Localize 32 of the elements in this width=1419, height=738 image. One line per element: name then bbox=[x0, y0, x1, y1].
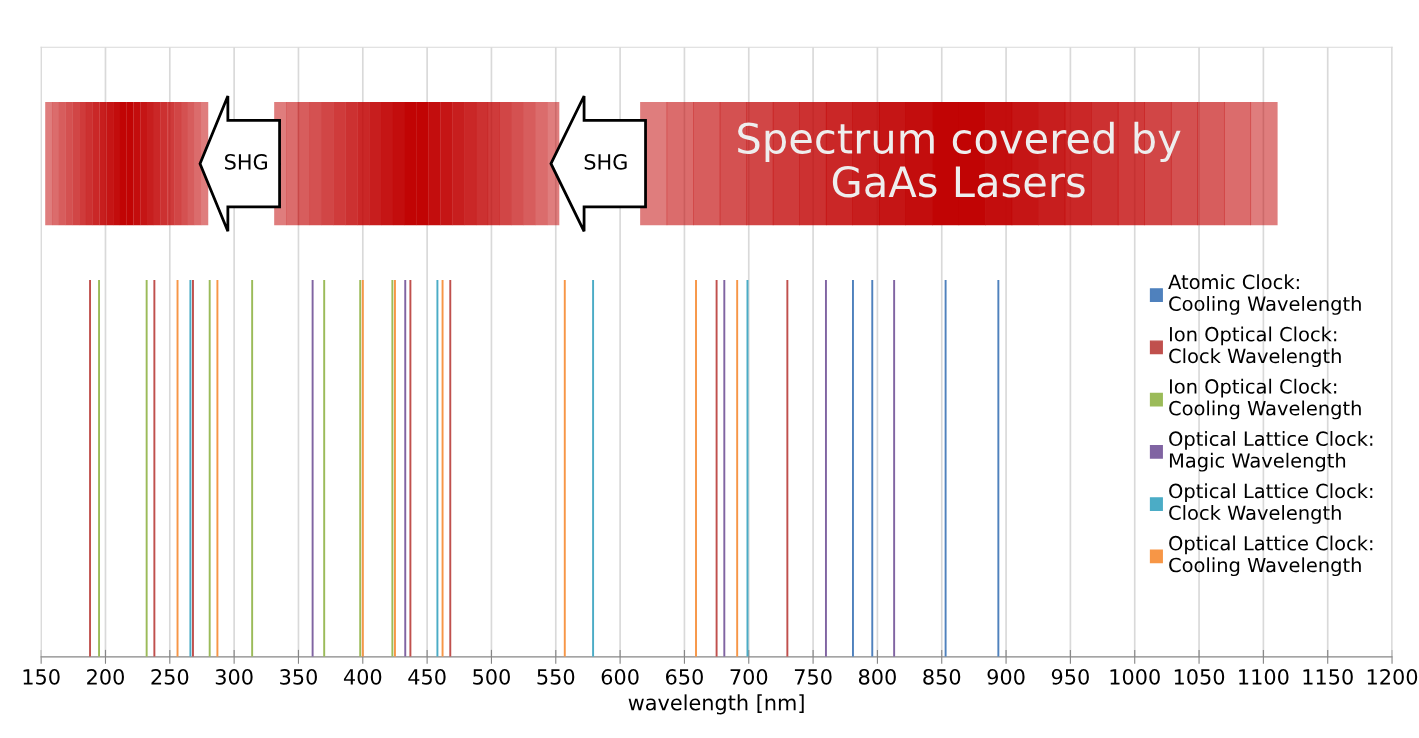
x-tick-label: 500 bbox=[473, 668, 510, 685]
x-tick-label: 650 bbox=[666, 668, 703, 685]
x-tick-label: 1100 bbox=[1239, 668, 1289, 685]
x-tick-label: 750 bbox=[794, 668, 832, 685]
x-tick-label: 1050 bbox=[1174, 668, 1225, 685]
x-tick-label: 250 bbox=[151, 668, 189, 685]
x-tick-label: 900 bbox=[987, 668, 1025, 685]
text: SHG bbox=[225, 153, 267, 170]
x-tick-label: 150 bbox=[23, 668, 60, 685]
x-axis-title: wavelength [nm] bbox=[628, 694, 804, 715]
x-tick-label: 450 bbox=[408, 668, 446, 685]
text: SHG bbox=[584, 153, 627, 170]
x-tick-label: 950 bbox=[1051, 668, 1089, 685]
text: Spectrum covered by GaAs Lasers bbox=[738, 121, 1181, 198]
x-tick-label: 1000 bbox=[1110, 668, 1160, 685]
legend-label: Optical Lattice Clock: Cooling Wavelength bbox=[1169, 535, 1373, 577]
x-tick-label: 400 bbox=[343, 668, 382, 685]
x-tick-label: 1200 bbox=[1367, 668, 1418, 685]
x-tick-label: 800 bbox=[858, 668, 896, 685]
x-tick-label: 300 bbox=[215, 668, 253, 685]
legend-label: Ion Optical Clock: Clock Wavelength bbox=[1169, 326, 1341, 368]
x-tick-label: 850 bbox=[923, 668, 961, 685]
legend-label: Optical Lattice Clock: Clock Wavelength bbox=[1169, 483, 1373, 524]
x-tick-label: 350 bbox=[280, 668, 317, 685]
x-tick-label: 550 bbox=[537, 668, 575, 685]
x-tick-label: 1150 bbox=[1303, 668, 1353, 685]
x-tick-label: 600 bbox=[601, 668, 639, 685]
legend-label: Optical Lattice Clock: Magic Wavelength bbox=[1169, 431, 1373, 472]
legend-label: Ion Optical Clock: Cooling Wavelength bbox=[1169, 378, 1361, 420]
x-tick-label: 700 bbox=[730, 668, 768, 685]
legend-label: Atomic Clock: Cooling Wavelength bbox=[1168, 274, 1361, 315]
x-tick-label: 200 bbox=[87, 668, 124, 685]
